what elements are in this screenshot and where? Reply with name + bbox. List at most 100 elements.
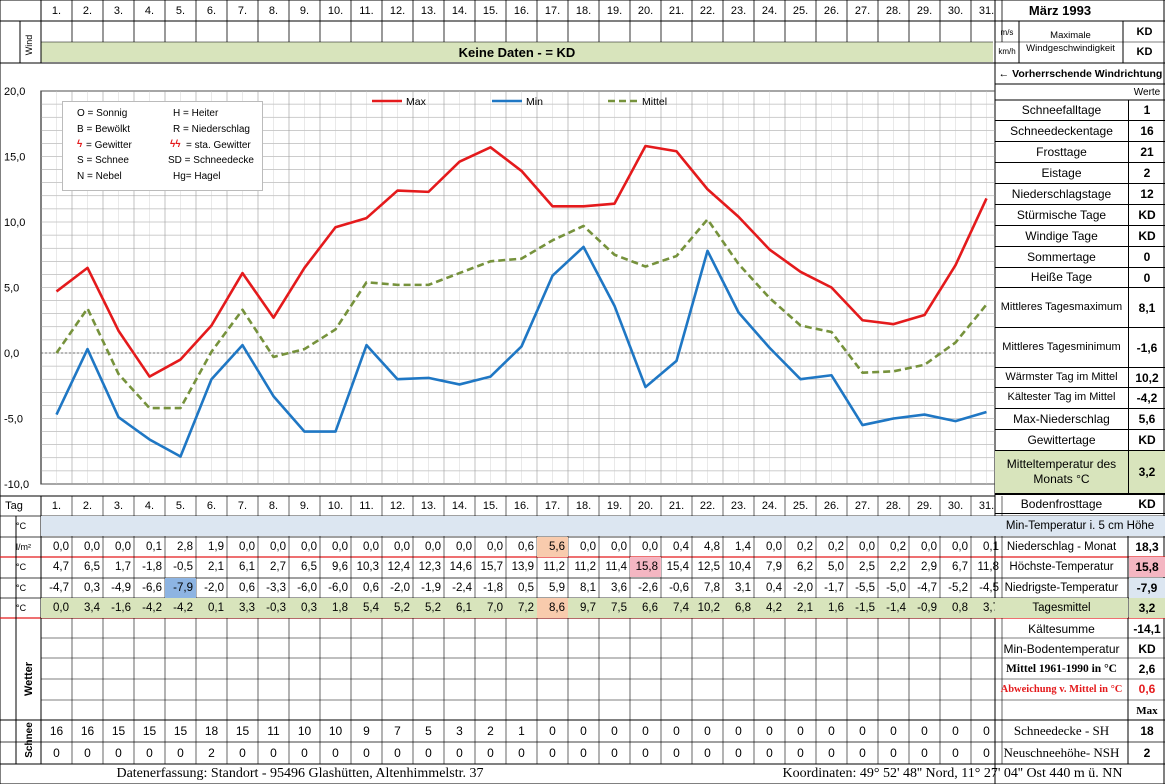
cell-r4-d21: 7,4 — [673, 602, 689, 614]
y-tick-label: 10,0 — [4, 217, 25, 229]
cell-r4-d17: 8,6 — [537, 598, 568, 618]
row-unit-2: °C — [16, 562, 27, 572]
stat-row-4: Niederschlagstage 12 — [995, 184, 1165, 205]
snow-depth-d19: 0 — [611, 724, 618, 738]
cell-r3-d15: -1,8 — [483, 582, 503, 594]
cell-r3-d2: 0,3 — [84, 582, 100, 594]
cell-r4-d16: 7,2 — [518, 602, 534, 614]
cell-r4-d7: 3,3 — [239, 602, 255, 614]
cell-r3-d22: 7,8 — [704, 582, 720, 594]
cell-r0-d6 — [196, 516, 227, 536]
snow-depth-d18: 0 — [580, 724, 587, 738]
cell-r2-d20: 15,8 — [630, 557, 661, 577]
cell-r4-d5: -4,2 — [173, 602, 193, 614]
new-snow-d10: 0 — [332, 746, 339, 760]
cell-r0-d21 — [661, 516, 692, 536]
strong-thunder-icon: ϟϟ — [170, 139, 181, 150]
stat-label: Schneedeckentage — [995, 121, 1129, 141]
month-title: März 1993 — [1028, 3, 1092, 18]
new-snow-d31: 0 — [983, 746, 990, 760]
snow-depth-d31: 0 — [983, 724, 990, 738]
cell-r1-d10: 0,0 — [332, 541, 348, 553]
cell-r4-d13: 5,2 — [425, 602, 441, 614]
cell-r4-d8: -0,3 — [266, 602, 286, 614]
cell-r4-d25: 2,1 — [797, 602, 813, 614]
cell-r2-d27: 2,5 — [859, 561, 875, 573]
cell-r3-d23: 3,1 — [735, 582, 751, 594]
cell-r3-d17: 5,9 — [549, 582, 565, 594]
cell-r1-d22: 4,8 — [704, 541, 720, 553]
snow-side-value-0: 18 — [1140, 724, 1154, 738]
snow-depth-d28: 0 — [890, 724, 897, 738]
row-band-4 — [41, 598, 995, 618]
stat-label: Mittleres Tagesminimum — [995, 328, 1129, 367]
stat-value: KD — [1138, 229, 1156, 243]
cell-r2-d24: 7,9 — [766, 561, 782, 573]
day-header-28: 28. — [885, 4, 902, 17]
cell-r4-d19: 7,5 — [611, 602, 627, 614]
row-unit-1: l/m² — [16, 542, 31, 552]
cell-r3-d14: -2,4 — [452, 582, 472, 594]
cell-r0-d7 — [227, 516, 258, 536]
cell-r3-d9: -6,0 — [297, 582, 317, 594]
cell-r2-d18: 11,2 — [574, 561, 596, 573]
stat-value: KD — [1138, 497, 1156, 511]
cell-r1-d6: 1,9 — [208, 541, 224, 553]
cell-r1-d9: 0,0 — [301, 541, 317, 553]
stat-row-14: Gewittertage KD — [995, 430, 1165, 451]
y-tick-label: 0,0 — [4, 348, 19, 360]
new-snow-d18: 0 — [580, 746, 587, 760]
day-header-15: 15. — [482, 4, 499, 17]
row-band-0 — [41, 516, 995, 536]
cell-r3-d26: -1,7 — [824, 582, 844, 594]
cell-r0-d10 — [320, 516, 351, 536]
snow-depth-d5: 15 — [173, 724, 188, 738]
cell-r2-d15: 15,7 — [480, 561, 503, 573]
cell-r4-d2: 3,4 — [84, 602, 100, 614]
day-header-29: 29. — [916, 4, 933, 17]
tag-day-24: 24. — [761, 500, 778, 512]
new-snow-d17: 0 — [549, 746, 556, 760]
cell-r3-d24: 0,4 — [766, 582, 782, 594]
cell-r4-d1: 0,0 — [53, 602, 69, 614]
snow-depth-d30: 0 — [952, 724, 959, 738]
snow-depth-d23: 0 — [735, 724, 742, 738]
day-header-25: 25. — [792, 4, 809, 17]
tag-day-2: 2. — [82, 500, 93, 512]
cell-r4-d6: 0,1 — [208, 602, 224, 614]
snow-depth-d3: 15 — [111, 724, 126, 738]
stat-value: 10,2 — [1135, 370, 1159, 385]
legend-thunder: = Gewitter — [86, 140, 132, 151]
stat-row-8: Heiße Tage 0 — [995, 268, 1165, 288]
tag-day-29: 29. — [916, 500, 933, 512]
max-wind-kmh-value: KD — [1136, 46, 1153, 58]
series-line-mittel — [55, 218, 988, 410]
day-header-22: 22. — [699, 4, 716, 17]
cell-r3-d3: -4,9 — [111, 582, 131, 594]
stat-value: 5,6 — [1138, 412, 1156, 426]
cell-r4-d30: 0,8 — [952, 602, 968, 614]
stat-value: 12 — [1140, 187, 1154, 201]
weather-symbol-legend: O = Sonnig H = Heiter B = Bewölkt R = Ni… — [62, 101, 263, 191]
cell-r1-d14: 0,0 — [456, 541, 472, 553]
day-header-21: 21. — [668, 4, 685, 17]
tag-day-27: 27. — [854, 500, 871, 512]
cell-r1-d20: 0,0 — [642, 541, 658, 553]
stat-row-6: Windige Tage KD — [995, 226, 1165, 247]
series-line-min — [55, 245, 987, 458]
stat-label: Mittleres Tagesmaximum — [995, 288, 1129, 327]
day-header-19: 19. — [606, 4, 623, 17]
cell-r1-d13: 0,0 — [425, 541, 441, 553]
cell-r1-d29: 0,0 — [921, 541, 937, 553]
stat-label: Gewittertage — [995, 430, 1129, 450]
day-header-1: 1. — [51, 4, 62, 17]
cell-r2-d12: 12,4 — [387, 561, 410, 573]
cell-r1-d26: 0,2 — [828, 541, 844, 553]
new-snow-d27: 0 — [859, 746, 866, 760]
snow-depth-d14: 3 — [456, 724, 463, 738]
cell-r1-d19: 0,0 — [611, 541, 627, 553]
y-tick-label: 5,0 — [4, 283, 19, 295]
tag-day-22: 22. — [699, 500, 716, 512]
cell-r0-d23 — [723, 516, 754, 536]
stat-label: Heiße Tage — [995, 268, 1129, 287]
